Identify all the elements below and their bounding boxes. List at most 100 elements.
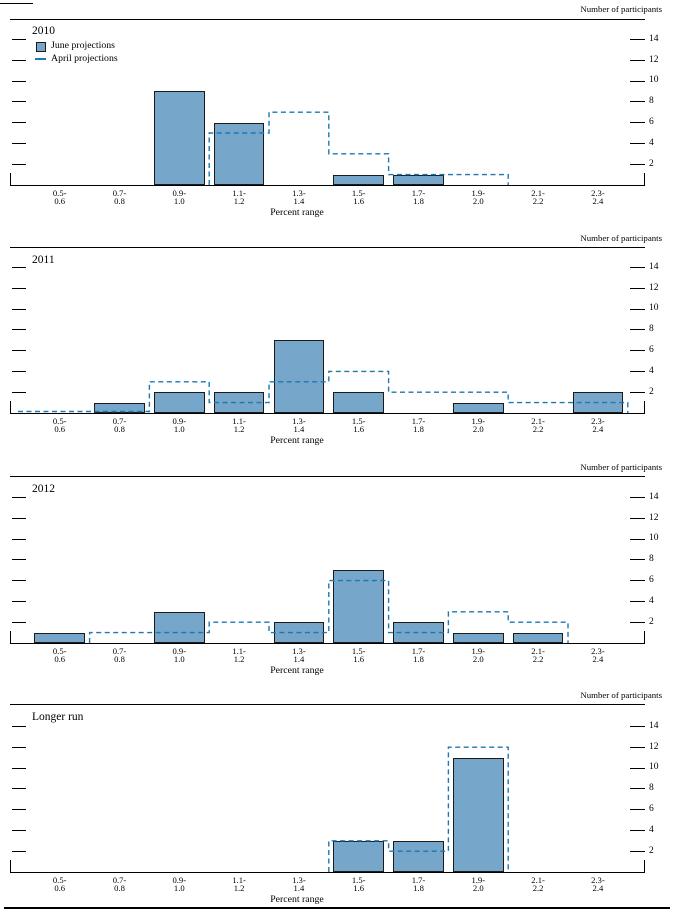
y-axis-title: Number of participants	[580, 461, 662, 472]
axis-end-tick-left	[10, 860, 12, 872]
right-tick-label: 6	[649, 803, 654, 814]
right-tick-label: 12	[649, 54, 659, 65]
right-axis-tick	[630, 101, 645, 103]
left-axis-tick	[12, 767, 26, 769]
x-tick-label-top: 0.5-	[52, 187, 67, 198]
right-tick-label: 12	[649, 512, 659, 523]
x-tick-label-bottom: 2.0	[472, 653, 484, 664]
left-axis-tick	[12, 559, 26, 561]
right-tick-label: 14	[649, 33, 659, 44]
left-axis-tick	[12, 746, 26, 748]
right-axis-tick	[630, 391, 645, 393]
legend-april-label: April projections	[51, 52, 118, 64]
june-bar	[153, 91, 205, 185]
x-axis-title: Percent range	[270, 434, 324, 446]
right-tick-label: 8	[649, 96, 654, 107]
x-tick-label-top: 2.3-	[591, 415, 605, 426]
x-axis-title: Percent range	[270, 206, 324, 218]
axis-end-tick-right	[643, 173, 645, 185]
right-axis-tick	[630, 517, 645, 519]
june-bar	[393, 174, 444, 185]
x-tick-label-top: 1.1-	[232, 874, 246, 885]
right-tick-label: 10	[649, 303, 659, 314]
axis-end-tick-left	[10, 631, 12, 643]
right-axis-tick	[630, 746, 645, 748]
right-axis-tick	[630, 725, 645, 727]
june-bar	[333, 840, 385, 872]
left-axis-tick	[12, 496, 26, 498]
right-axis-tick	[630, 538, 645, 540]
x-tick-label-top: 1.7-	[411, 874, 426, 885]
right-tick-label: 2	[649, 845, 654, 856]
x-tick-label-top: 0.9-	[172, 645, 187, 656]
right-axis-tick	[630, 788, 645, 790]
y-axis-title: Number of participants	[580, 689, 662, 700]
x-tick-label-top: 1.7-	[411, 187, 426, 198]
right-axis-tick	[630, 850, 645, 852]
x-tick-label-top: 1.5-	[351, 645, 366, 656]
june-bar	[213, 392, 265, 413]
x-tick-label-bottom: 1.2	[233, 882, 245, 893]
left-axis-tick	[12, 850, 26, 852]
right-axis-tick	[630, 600, 645, 602]
x-tick-label-top: 1.1-	[232, 415, 246, 426]
right-tick-label: 14	[649, 720, 659, 731]
x-tick-label-top: 2.3-	[591, 874, 605, 885]
top-left-rule-fragment	[0, 2, 33, 4]
x-tick-label-bottom: 2.2	[532, 195, 544, 206]
right-axis-tick	[630, 621, 645, 623]
left-axis-tick	[12, 600, 26, 602]
left-axis-tick	[12, 391, 26, 393]
axis-end-tick-left	[10, 173, 12, 185]
x-tick-label-bottom: 1.0	[173, 882, 185, 893]
right-axis-tick	[630, 142, 645, 144]
right-axis-tick	[630, 496, 645, 498]
x-tick-label-bottom: 2.0	[472, 195, 484, 206]
x-axis-line	[10, 643, 645, 645]
left-axis-tick	[12, 621, 26, 623]
panel-title: 2010	[32, 25, 55, 37]
x-tick-label-bottom: 2.0	[472, 423, 484, 434]
x-tick-label-top: 0.7-	[112, 874, 127, 885]
x-tick-label-top: 0.9-	[172, 415, 187, 426]
june-bar	[512, 632, 564, 643]
x-tick-label-top: 0.7-	[112, 645, 127, 656]
y-axis-title: Number of participants	[580, 4, 662, 14]
x-tick-label-top: 1.9-	[471, 874, 486, 885]
panel-top-rule	[10, 704, 645, 706]
x-tick-label-top: 0.9-	[172, 874, 187, 885]
right-tick-label: 14	[649, 261, 659, 272]
right-tick-label: 12	[649, 741, 659, 752]
right-axis-tick	[630, 559, 645, 561]
x-tick-label-top: 0.9-	[172, 187, 187, 198]
june-bar	[333, 392, 385, 413]
left-axis-tick	[12, 517, 26, 519]
x-tick-label-top: 1.1-	[232, 645, 246, 656]
june-bar	[94, 402, 145, 413]
x-tick-label-bottom: 1.0	[173, 423, 185, 434]
june-bar	[452, 632, 504, 643]
left-axis-tick	[12, 788, 26, 790]
right-axis-tick	[630, 350, 645, 352]
right-tick-label: 4	[649, 824, 654, 835]
x-tick-label-top: 1.3-	[292, 415, 306, 426]
left-axis-tick	[12, 266, 26, 268]
x-tick-label-top: 2.3-	[591, 645, 605, 656]
panel-title: 2011	[32, 253, 55, 266]
x-tick-label-top: 1.9-	[471, 187, 486, 198]
x-tick-label-bottom: 1.4	[293, 653, 305, 664]
right-tick-label: 4	[649, 137, 654, 148]
june-bar	[153, 611, 205, 643]
june-bar	[273, 340, 325, 413]
left-axis-tick	[12, 350, 26, 352]
x-tick-label-top: 2.1-	[531, 874, 545, 885]
left-axis-tick	[12, 122, 26, 124]
right-tick-label: 10	[649, 533, 659, 544]
x-tick-label-top: 0.5-	[52, 874, 67, 885]
x-tick-label-top: 1.3-	[292, 645, 306, 656]
right-axis-tick	[630, 580, 645, 582]
x-tick-label-top: 1.9-	[471, 415, 486, 426]
x-tick-label-bottom: 1.2	[233, 653, 245, 664]
